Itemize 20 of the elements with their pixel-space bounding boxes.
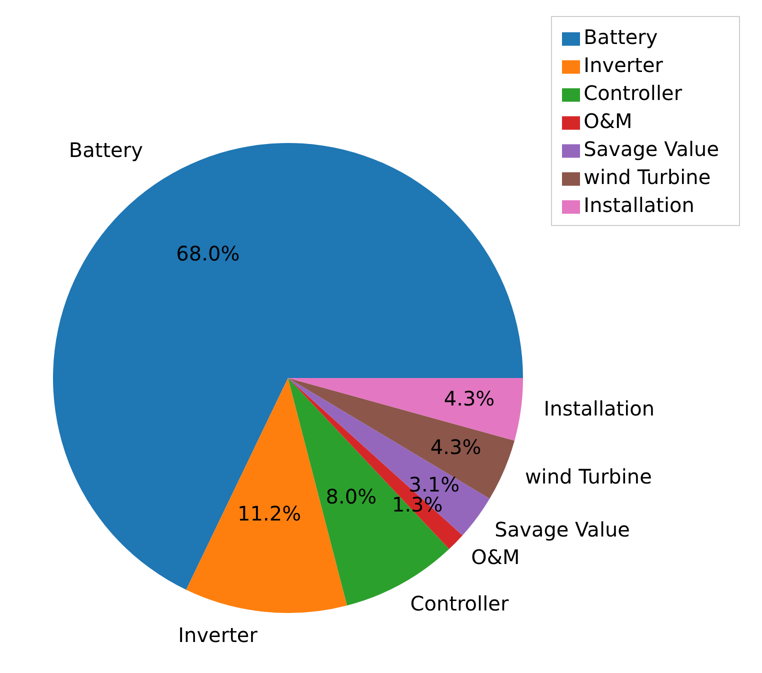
slice-label: Controller — [410, 591, 510, 616]
legend-label: Inverter — [584, 53, 663, 77]
legend-label: Controller — [584, 81, 682, 105]
legend-label: Battery — [584, 25, 658, 49]
legend-label: Savage Value — [584, 137, 719, 161]
slice-label: O&M — [471, 545, 520, 570]
slice-label: wind Turbine — [524, 464, 652, 489]
slice-label: Battery — [68, 138, 144, 162]
data-label: 4.3% — [430, 434, 482, 459]
data-label: 11.2% — [238, 501, 302, 526]
data-label: 68.0% — [176, 242, 240, 266]
pie-slice — [288, 378, 523, 441]
slice-label: Inverter — [178, 622, 258, 647]
slice-label: Installation — [544, 396, 655, 420]
slice-label: Savage Value — [494, 517, 630, 542]
data-label: 8.0% — [326, 484, 377, 508]
legend-label: wind Turbine — [584, 165, 711, 189]
legend-label: O&M — [584, 109, 632, 133]
legend-label: Installation — [584, 193, 694, 217]
data-label: 4.3% — [444, 386, 495, 410]
